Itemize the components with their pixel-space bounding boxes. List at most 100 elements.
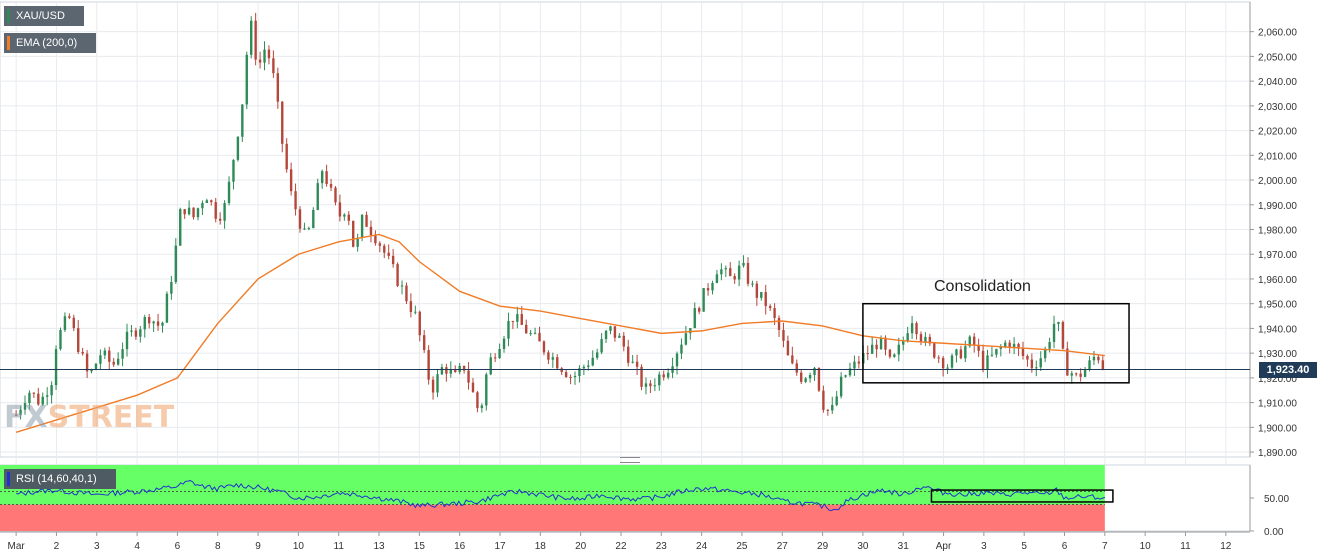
candle-body [857,361,861,364]
pane-splitter-handle[interactable] [620,457,640,463]
y-tick-label: 1,940.00 [1258,324,1297,335]
y-tick-label: 1,910.00 [1258,399,1297,410]
candle-body [422,335,426,351]
candle-body [826,409,830,411]
candle-body [329,184,333,188]
rsi-legend[interactable]: RSI (14,60,40,1) [4,469,116,489]
candle-body [165,293,169,323]
candle-body [928,336,932,344]
candle-body [147,317,151,324]
x-tick-label: 8 [215,541,221,552]
candle-body [174,245,178,283]
rsi-y-tick-label: 0.00 [1264,527,1284,538]
candle-body [627,346,630,363]
candle-body [179,209,182,246]
candle-body [338,202,342,217]
candle-body [50,385,53,396]
candle-body [218,218,222,221]
candle-body [990,354,994,356]
ema-legend[interactable]: EMA (200,0) [4,33,96,53]
candle-body [786,340,790,356]
y-tick-label: 1,960.00 [1258,275,1297,286]
candle-body [946,367,949,369]
candle-body [405,285,408,302]
candle-body [156,321,160,326]
candle-body [1039,358,1042,368]
candle-body [467,370,470,383]
candle-body [23,403,27,410]
candle-body [972,336,976,346]
rsi-line [16,480,1106,512]
candle-body [498,348,501,359]
x-tick-label: 6 [1062,541,1068,552]
candle-body [746,262,750,284]
candle-body [529,333,532,335]
candle-body [578,368,581,376]
x-tick-label: 29 [817,541,829,552]
y-tick-label: 1,980.00 [1258,226,1297,237]
candle-body [924,336,927,342]
x-tick-label: 15 [414,541,426,552]
x-tick-label: 6 [175,541,181,552]
candle-body [879,337,883,350]
symbol-legend[interactable]: XAU/USD [4,6,84,26]
candle-body [1092,356,1096,361]
candle-body [569,377,572,379]
candle-body [706,288,710,291]
candle-body [635,361,639,367]
y-tick-label: 2,010.00 [1258,151,1297,162]
candle-body [1035,367,1038,369]
candle-body [298,209,302,229]
candle-body [995,348,998,355]
candle-body [1030,359,1034,369]
y-tick-label: 2,040.00 [1258,77,1297,88]
candle-body [236,136,240,160]
candle-body [471,382,475,393]
x-tick-label: 3 [94,541,100,552]
candle-body [108,350,111,362]
x-tick-label: 30 [857,541,869,552]
candle-body [183,209,186,215]
y-tick-label: 1,890.00 [1258,448,1297,459]
candle-body [90,369,93,372]
consolidation-box [862,302,1130,384]
x-tick-label: 2 [54,541,60,552]
candle-body [848,368,852,376]
y-tick-label: 1,920.00 [1258,374,1297,385]
candle-body [795,363,798,373]
candle-body [808,374,812,379]
candle-body [662,374,665,378]
y-tick-label: 2,030.00 [1258,102,1297,113]
candle-body [511,320,515,322]
candle-body [595,352,599,358]
x-tick-label: 25 [736,541,748,552]
candle-body [1052,323,1056,342]
consolidation-label: Consolidation [934,278,1031,295]
candle-body [1101,360,1105,369]
candle-body [285,143,288,170]
last-price-tag: 1,923.40 [1259,362,1317,378]
candle-body [844,375,847,377]
candle-body [409,301,413,313]
candle-body [427,350,430,380]
candle-body [897,344,900,355]
candle-body [343,214,346,217]
ema-swatch [7,36,10,50]
candle-body [134,330,138,337]
candle-body [542,341,546,353]
candle-body [312,209,315,229]
symbol-label: XAU/USD [16,10,65,22]
candle-body [751,283,754,285]
candle-body [742,262,745,266]
candle-body [556,357,559,369]
candle-body [653,385,657,387]
x-tick-label: 7 [1102,541,1108,552]
x-tick-label: 22 [615,541,627,552]
candle-body [489,357,492,375]
candle-body [737,265,741,280]
candle-body [711,282,714,291]
candle-body [125,331,129,350]
candle-body [400,285,404,287]
candle-body [418,311,421,336]
